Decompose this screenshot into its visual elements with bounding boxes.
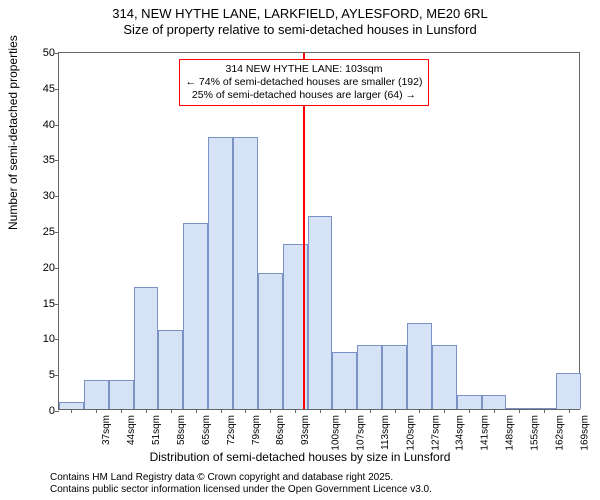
- chart-plot-area: 0510152025303540455037sqm44sqm51sqm58sqm…: [58, 52, 580, 410]
- x-tick-label: 65sqm: [201, 415, 212, 445]
- x-tick-label: 169sqm: [579, 415, 590, 451]
- y-tick-label: 40: [43, 119, 55, 131]
- footer-line-1: Contains HM Land Registry data © Crown c…: [50, 472, 432, 484]
- y-tick-mark: [55, 160, 59, 161]
- y-tick-mark: [55, 339, 59, 340]
- y-axis-label: Number of semi-detached properties: [6, 35, 20, 230]
- histogram-bar: [457, 395, 482, 409]
- x-tick-mark: [245, 409, 246, 413]
- x-tick-mark: [419, 409, 420, 413]
- y-tick-label: 20: [43, 262, 55, 274]
- footer-line-2: Contains public sector information licen…: [50, 484, 432, 496]
- histogram-bar: [134, 287, 159, 409]
- y-tick-label: 10: [43, 333, 55, 345]
- x-tick-label: 100sqm: [331, 415, 342, 451]
- x-tick-label: 127sqm: [430, 415, 441, 451]
- x-tick-mark: [444, 409, 445, 413]
- annotation-line: 314 NEW HYTHE LANE: 103sqm: [186, 63, 423, 76]
- x-tick-mark: [146, 409, 147, 413]
- histogram-bar: [183, 223, 208, 409]
- x-tick-mark: [519, 409, 520, 413]
- title-line-1: 314, NEW HYTHE LANE, LARKFIELD, AYLESFOR…: [0, 6, 600, 22]
- annotation-line: ← 74% of semi-detached houses are smalle…: [186, 76, 423, 89]
- histogram-bar: [233, 137, 258, 409]
- x-tick-mark: [221, 409, 222, 413]
- x-tick-mark: [121, 409, 122, 413]
- y-tick-label: 15: [43, 298, 55, 310]
- x-tick-label: 120sqm: [405, 415, 416, 451]
- y-tick-mark: [55, 89, 59, 90]
- histogram-bar: [84, 380, 109, 409]
- x-tick-label: 72sqm: [226, 415, 237, 445]
- x-tick-label: 37sqm: [101, 415, 112, 445]
- x-tick-label: 134sqm: [455, 415, 466, 451]
- x-tick-mark: [96, 409, 97, 413]
- y-tick-mark: [55, 53, 59, 54]
- y-tick-label: 30: [43, 190, 55, 202]
- histogram-bar: [308, 216, 333, 409]
- x-tick-mark: [345, 409, 346, 413]
- x-tick-label: 141sqm: [480, 415, 491, 451]
- histogram-bar: [382, 345, 407, 409]
- annotation-box: 314 NEW HYTHE LANE: 103sqm← 74% of semi-…: [179, 59, 430, 106]
- x-tick-label: 107sqm: [356, 415, 367, 451]
- y-tick-mark: [55, 375, 59, 376]
- histogram-bar: [59, 402, 84, 409]
- histogram-bar: [407, 323, 432, 409]
- x-tick-label: 148sqm: [505, 415, 516, 451]
- histogram-bar: [158, 330, 183, 409]
- footer-attribution: Contains HM Land Registry data © Crown c…: [50, 472, 432, 496]
- x-tick-label: 155sqm: [530, 415, 541, 451]
- x-tick-mark: [320, 409, 321, 413]
- x-tick-mark: [270, 409, 271, 413]
- y-tick-label: 45: [43, 83, 55, 95]
- x-tick-label: 93sqm: [300, 415, 311, 445]
- x-tick-mark: [295, 409, 296, 413]
- x-tick-mark: [544, 409, 545, 413]
- y-tick-mark: [55, 411, 59, 412]
- x-tick-label: 58sqm: [176, 415, 187, 445]
- histogram-bar: [208, 137, 233, 409]
- histogram-bar: [258, 273, 283, 409]
- x-tick-mark: [395, 409, 396, 413]
- x-tick-mark: [71, 409, 72, 413]
- histogram-bar: [432, 345, 457, 409]
- histogram-bar: [109, 380, 134, 409]
- annotation-line: 25% of semi-detached houses are larger (…: [186, 89, 423, 102]
- x-tick-label: 51sqm: [151, 415, 162, 445]
- y-tick-mark: [55, 196, 59, 197]
- x-tick-mark: [494, 409, 495, 413]
- x-tick-mark: [370, 409, 371, 413]
- title-line-2: Size of property relative to semi-detach…: [0, 22, 600, 38]
- x-tick-mark: [171, 409, 172, 413]
- chart-container: 314, NEW HYTHE LANE, LARKFIELD, AYLESFOR…: [0, 0, 600, 500]
- x-tick-mark: [469, 409, 470, 413]
- x-axis-label: Distribution of semi-detached houses by …: [0, 450, 600, 464]
- title-block: 314, NEW HYTHE LANE, LARKFIELD, AYLESFOR…: [0, 0, 600, 37]
- histogram-bar: [482, 395, 507, 409]
- y-tick-mark: [55, 304, 59, 305]
- y-tick-label: 25: [43, 226, 55, 238]
- y-tick-label: 50: [43, 47, 55, 59]
- y-tick-label: 35: [43, 154, 55, 166]
- x-tick-mark: [569, 409, 570, 413]
- y-tick-mark: [55, 125, 59, 126]
- x-tick-label: 44sqm: [126, 415, 137, 445]
- x-tick-label: 86sqm: [275, 415, 286, 445]
- histogram-bar: [332, 352, 357, 409]
- x-tick-mark: [196, 409, 197, 413]
- y-tick-mark: [55, 232, 59, 233]
- x-tick-label: 162sqm: [554, 415, 565, 451]
- histogram-bar: [357, 345, 382, 409]
- y-tick-mark: [55, 268, 59, 269]
- reference-line: [303, 53, 305, 409]
- histogram-bar: [556, 373, 581, 409]
- x-tick-label: 113sqm: [380, 415, 391, 450]
- x-tick-label: 79sqm: [251, 415, 262, 445]
